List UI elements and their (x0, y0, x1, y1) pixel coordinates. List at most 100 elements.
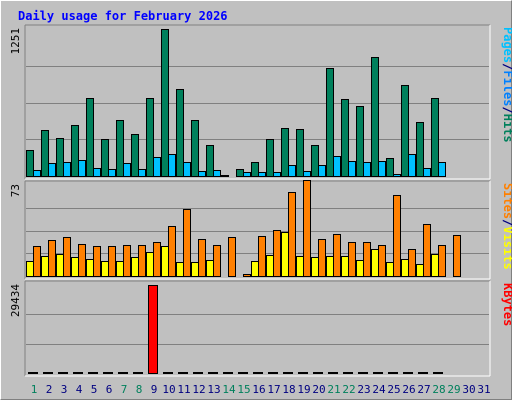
visits-bar (281, 232, 289, 277)
hits-bar (386, 158, 394, 177)
sites-bar (228, 237, 236, 277)
visits-bar (116, 261, 124, 277)
visits-bar (356, 260, 364, 277)
sites-bar (123, 245, 131, 277)
hits-bar (371, 57, 379, 177)
kbytes-bar (238, 372, 248, 374)
side-legend-item: Visits (501, 226, 512, 269)
files-bar (318, 165, 326, 177)
files-bar (63, 162, 71, 177)
hits-bar (176, 89, 184, 177)
x-tick-label: 29 (447, 383, 460, 396)
files-bar (348, 161, 356, 177)
x-tick-label: 2 (46, 383, 53, 396)
side-legend-item: Pages (501, 27, 512, 63)
x-tick-label: 21 (327, 383, 340, 396)
hits-bar (221, 175, 229, 177)
visits-bar (371, 249, 379, 277)
kbytes-bar (178, 372, 188, 374)
sites-bar (273, 230, 281, 277)
x-tick-label: 20 (312, 383, 325, 396)
sites-bar (258, 236, 266, 277)
files-bar (273, 172, 281, 177)
files-bar (243, 172, 251, 177)
sites-bar (348, 242, 356, 277)
x-tick-label: 13 (207, 383, 220, 396)
sites-bar (183, 209, 191, 277)
x-tick-label: 7 (121, 383, 128, 396)
hits-bar (401, 85, 409, 177)
hits-bar (296, 129, 304, 177)
kbytes-bar (193, 372, 203, 374)
hits-bar (416, 122, 424, 177)
visits-bar (41, 256, 49, 277)
files-bar (168, 154, 176, 177)
side-legend-item: / (501, 63, 512, 70)
visits-bar (176, 262, 184, 277)
side-legend-item: / (501, 106, 512, 113)
files-bar (408, 154, 416, 177)
kbytes-bar (268, 372, 278, 374)
kbytes-bar (148, 285, 158, 374)
sites-bar (153, 242, 161, 277)
kbytes-bar (103, 372, 113, 374)
files-bar (303, 171, 311, 177)
sites-bar (453, 235, 461, 277)
kbytes-bar (88, 372, 98, 374)
chart-title: Daily usage for February 2026 (18, 9, 228, 23)
visits-bar (71, 257, 79, 277)
side-legend: KBytes (501, 283, 512, 326)
hits-bar (281, 128, 289, 177)
x-tick-label: 25 (387, 383, 400, 396)
kbytes-bar (283, 372, 293, 374)
kbytes-bar (313, 372, 323, 374)
visits-bar (296, 256, 304, 277)
x-tick-label: 28 (432, 383, 445, 396)
kbytes-bar (418, 372, 428, 374)
kbytes-bar (118, 372, 128, 374)
files-bar (153, 157, 161, 177)
files-bar (108, 169, 116, 177)
hits-bar (266, 139, 274, 177)
files-bar (93, 168, 101, 177)
x-tick-label: 5 (91, 383, 98, 396)
sites-bar (93, 246, 101, 277)
kbytes-bar (343, 372, 353, 374)
side-legend-item: Sites (501, 183, 512, 219)
y-max-label: 29434 (9, 284, 22, 317)
x-tick-label: 16 (252, 383, 265, 396)
x-tick-label: 24 (372, 383, 386, 396)
files-bar (48, 163, 56, 177)
visits-bar (161, 246, 169, 277)
files-bar (378, 161, 386, 177)
x-tick-label: 3 (61, 383, 68, 396)
side-legend: Pages/Files/Hits (501, 27, 512, 143)
kbytes-bar (298, 372, 308, 374)
files-bar (138, 169, 146, 177)
files-bar (123, 163, 131, 177)
hits-bar (251, 162, 259, 177)
hits-bar (236, 169, 244, 177)
files-bar (258, 172, 266, 177)
x-tick-label: 26 (402, 383, 415, 396)
files-bar (183, 162, 191, 177)
visits-bar (266, 255, 274, 277)
kbytes-bar (133, 372, 143, 374)
files-bar (363, 162, 371, 177)
files-bar (78, 160, 86, 177)
sites-bar (243, 274, 251, 277)
sites-bar (378, 245, 386, 277)
panel-sites-visits: 73 Sites/Visits (9, 180, 512, 280)
x-tick-label: 22 (342, 383, 355, 396)
x-tick-label: 18 (282, 383, 295, 396)
kbytes-bar (208, 372, 218, 374)
x-tick-label: 14 (222, 383, 236, 396)
hits-bar (56, 138, 64, 177)
hits-bar (86, 98, 94, 177)
hits-bar (356, 106, 364, 177)
side-legend-item: / (501, 219, 512, 226)
x-tick-label: 17 (267, 383, 280, 396)
kbytes-bar (388, 372, 398, 374)
